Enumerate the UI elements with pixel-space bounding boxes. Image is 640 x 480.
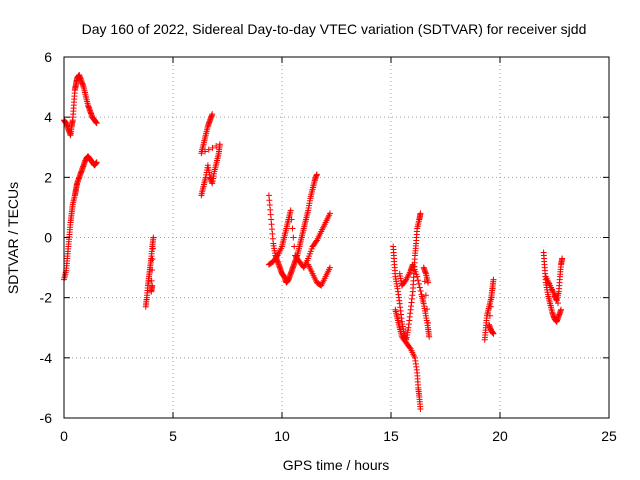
data-point: [490, 330, 497, 337]
x-tick-label: 25: [601, 428, 617, 444]
x-tick-label: 5: [169, 428, 177, 444]
data-point: [288, 216, 295, 223]
data-point: [209, 144, 216, 151]
y-tick-label: -4: [40, 350, 53, 366]
data-point: [423, 306, 430, 313]
data-point: [291, 243, 298, 250]
data-point: [417, 210, 424, 217]
x-tick-label: 0: [60, 428, 68, 444]
data-point: [149, 256, 156, 263]
data-point: [149, 245, 156, 252]
data-point: [313, 238, 320, 245]
data-point: [326, 264, 333, 271]
data-point: [488, 294, 495, 301]
y-tick-label: 4: [44, 109, 52, 125]
axis-ticks: [63, 56, 610, 419]
data-point: [273, 253, 280, 260]
data-point: [209, 111, 216, 118]
x-tick-label: 15: [383, 428, 399, 444]
chart-title: Day 160 of 2022, Sidereal Day-to-day VTE…: [82, 21, 587, 37]
data-point: [415, 277, 422, 284]
grid: [64, 57, 609, 418]
data-point: [289, 225, 296, 232]
y-tick-label: -6: [40, 410, 53, 426]
y-tick-label: 6: [44, 49, 52, 65]
y-tick-labels: -6 -4 -2 0 2 4 6: [40, 49, 53, 426]
data-point: [489, 285, 496, 292]
data-point: [414, 273, 421, 280]
data-point: [425, 319, 432, 326]
data-point: [426, 333, 433, 340]
data-point: [558, 306, 565, 313]
x-tick-label: 20: [492, 428, 508, 444]
data-point: [416, 284, 423, 291]
data-point: [93, 120, 100, 127]
data-point: [415, 280, 422, 287]
data-point: [402, 277, 409, 284]
data-point: [150, 234, 157, 241]
data-point: [406, 344, 413, 351]
data-point: [216, 141, 223, 148]
y-tick-label: 2: [44, 169, 52, 185]
data-point: [487, 303, 494, 310]
data-point: [417, 288, 424, 295]
x-tick-labels: 0 5 10 15 20 25: [60, 428, 617, 444]
data-point: [149, 266, 156, 273]
data-point: [290, 234, 297, 241]
data-points: [61, 72, 566, 412]
data-point: [326, 210, 333, 217]
data-point: [313, 171, 320, 178]
x-axis-label: GPS time / hours: [283, 457, 390, 473]
data-point: [93, 159, 100, 166]
data-point: [287, 207, 294, 214]
y-axis-label: SDTVAR / TECUs: [5, 182, 21, 294]
data-point: [205, 146, 212, 153]
data-point: [149, 282, 156, 289]
x-tick-label: 10: [274, 428, 290, 444]
y-tick-label: 0: [44, 230, 52, 246]
data-point: [559, 255, 566, 262]
data-point: [490, 276, 497, 283]
data-point: [425, 279, 432, 286]
data-point: [422, 292, 429, 299]
data-point: [213, 143, 220, 150]
data-point: [417, 405, 424, 412]
y-tick-label: -2: [40, 290, 53, 306]
data-point: [148, 277, 155, 284]
data-point: [486, 312, 493, 319]
